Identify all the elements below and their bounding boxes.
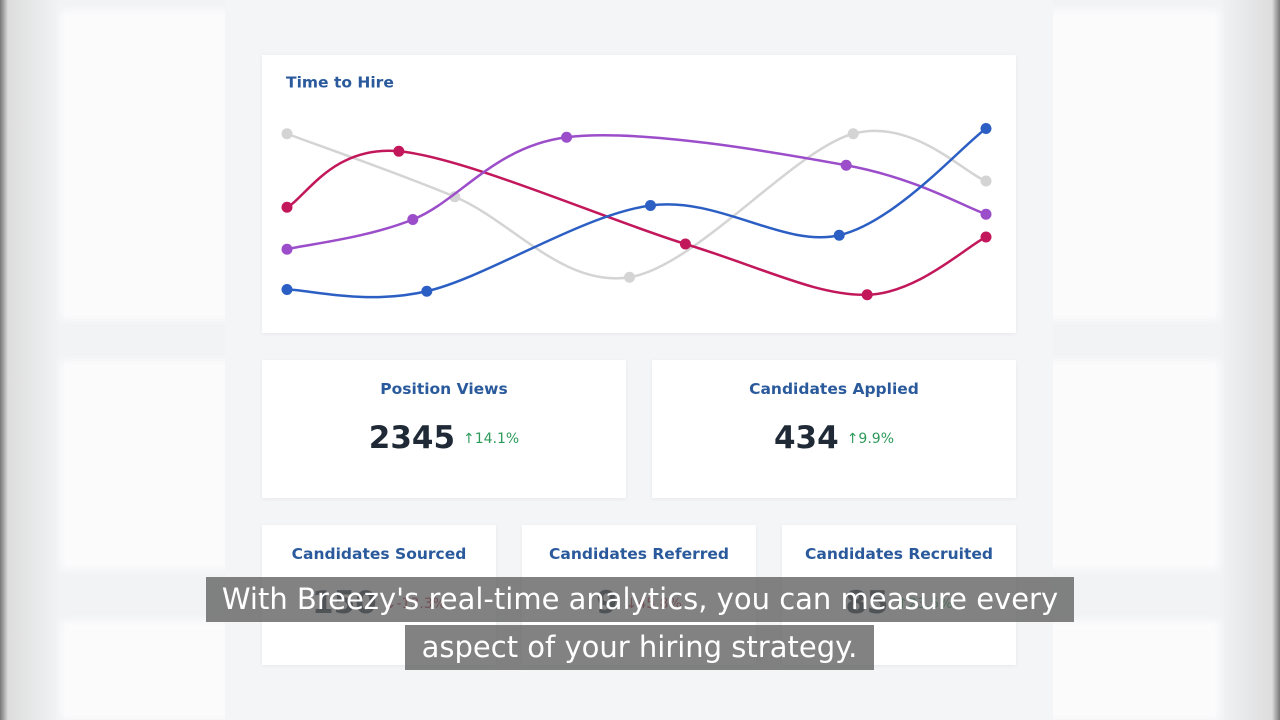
data-point (421, 285, 433, 297)
data-point (980, 231, 992, 243)
stat-value: 2345 ↑14.1% (262, 420, 626, 456)
data-point (393, 145, 405, 157)
data-point (281, 284, 293, 295)
stat-card: Position Views 2345 ↑14.1% (262, 360, 626, 498)
data-point (624, 271, 636, 283)
data-point (644, 200, 656, 211)
stat-title: Candidates Applied (749, 380, 919, 398)
series-line (286, 134, 987, 251)
data-point (449, 191, 461, 203)
stat-title: Candidates Recruited (804, 545, 994, 563)
stat-title: Candidates Referred (549, 545, 729, 563)
stat-title: Position Views (380, 380, 508, 398)
data-point (281, 128, 293, 140)
data-point (861, 289, 873, 301)
series-line (286, 127, 987, 299)
stat-card: Candidates Applied 434 ↑9.9% (652, 360, 1016, 498)
data-point (281, 201, 293, 213)
chart-card: Time to Hire (262, 55, 1016, 333)
series-line (286, 129, 987, 280)
stat-number: 434 (773, 420, 839, 456)
data-point (407, 214, 419, 225)
stat-change: ↑14.1% (463, 431, 520, 447)
stat-value: 434 ↑9.9% (652, 420, 1016, 456)
caption-line: With Breezy's real-time analytics, you c… (206, 577, 1074, 622)
stat-number: 2345 (368, 420, 456, 456)
data-point (980, 175, 992, 187)
data-point (847, 128, 859, 140)
data-point (833, 229, 845, 241)
caption-line: aspect of your hiring strategy. (405, 625, 874, 670)
chart-title: Time to Hire (286, 74, 394, 92)
data-point (980, 208, 992, 220)
data-point (840, 159, 852, 171)
stat-title: Candidates Sourced (291, 545, 467, 563)
data-point (561, 131, 573, 143)
data-point (281, 243, 293, 255)
stat-change: ↑9.9% (846, 431, 895, 447)
series-line (286, 149, 987, 297)
data-point (679, 238, 691, 250)
data-point (980, 123, 992, 134)
